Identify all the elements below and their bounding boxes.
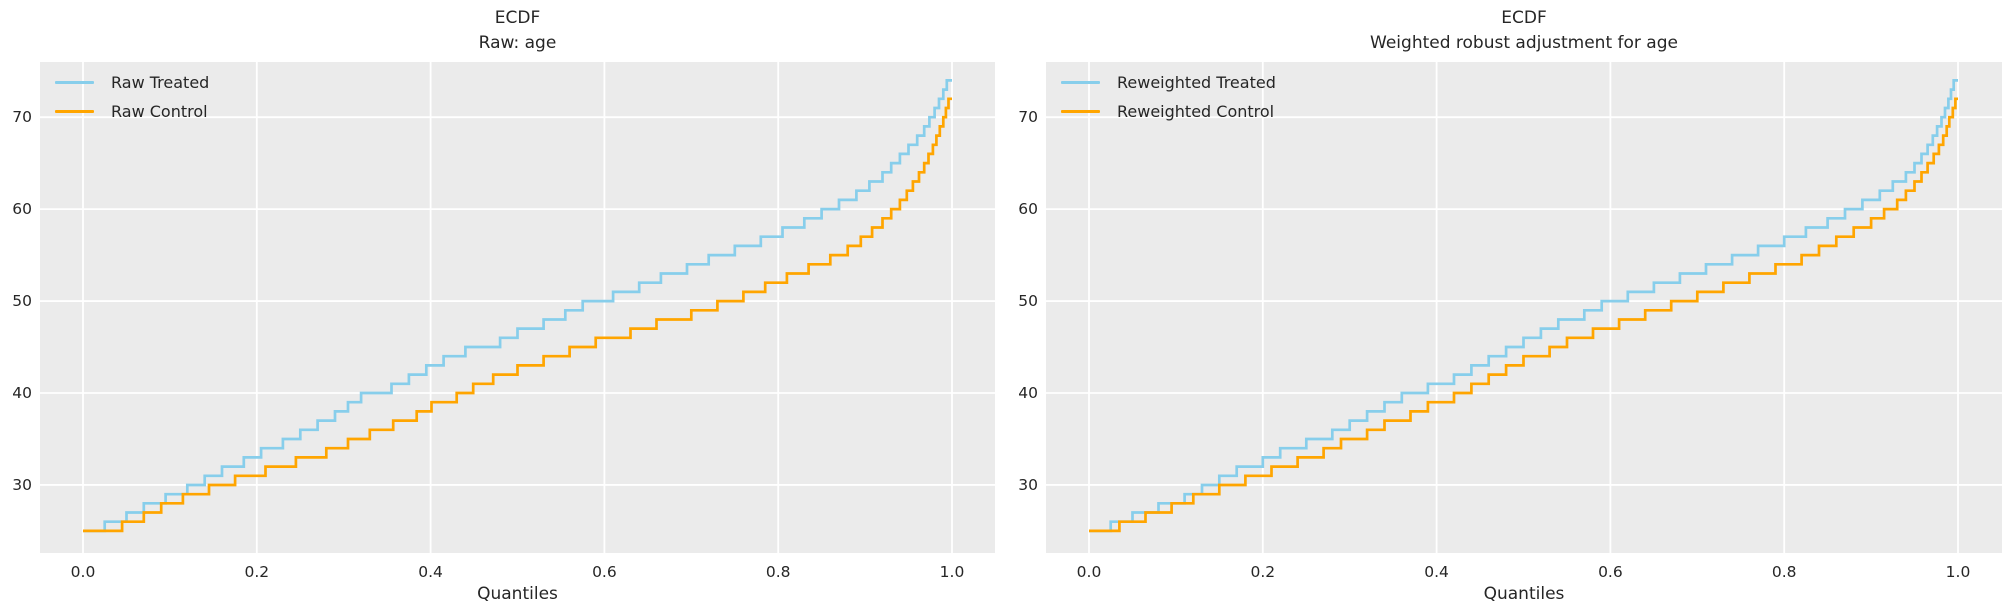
ecdf-plot-svg [40, 62, 995, 553]
x-tick-label: 0.0 [1076, 563, 1102, 581]
legend-item-treated: Raw Treated [55, 72, 210, 92]
y-tick-label: 70 [12, 108, 32, 127]
x-tick-label: 0.8 [765, 563, 791, 581]
y-tick-label: 50 [12, 292, 32, 311]
x-tick-label: 0.4 [418, 563, 443, 581]
chart-title-block: ECDF Weighted robust adjustment for age [1046, 6, 2002, 56]
y-tick-label: 60 [12, 200, 32, 219]
series-line-raw-treated [83, 79, 952, 533]
legend-item-treated: Reweighted Treated [1061, 72, 1276, 92]
treated-line-swatch [55, 80, 94, 84]
x-tick-label: 0.0 [70, 563, 96, 581]
x-tick-label: 0.4 [1424, 563, 1449, 581]
chart-subtitle: Raw: age [478, 33, 557, 53]
y-tick-label: 40 [12, 384, 32, 402]
y-tick-label: 70 [1018, 108, 1038, 127]
x-axis-label: Quantiles [477, 584, 558, 604]
ecdf-plot-svg [1046, 62, 2002, 553]
y-axis-tick-labels: 30 40 50 60 70 [996, 62, 1038, 553]
y-tick-label: 30 [12, 475, 32, 494]
plot-area: Raw Treated Raw Control [40, 62, 995, 553]
chart-title: ECDF [494, 8, 541, 28]
x-axis-tick-labels: 0.0 0.2 0.4 0.6 0.8 1.0 [1046, 561, 2002, 583]
plot-area: Reweighted Treated Reweighted Control [1046, 62, 2002, 553]
x-tick-label: 0.6 [1598, 563, 1623, 581]
x-tick-label: 0.2 [1250, 563, 1276, 581]
y-tick-label: 60 [1018, 200, 1038, 219]
y-axis-tick-labels: 30 40 50 60 70 [0, 62, 32, 553]
legend-label-treated: Reweighted Treated [1117, 72, 1276, 92]
y-tick-label: 40 [1018, 384, 1038, 402]
x-tick-label: 1.0 [939, 563, 965, 581]
x-tick-label: 0.8 [1771, 563, 1797, 581]
legend-item-control: Reweighted Control [1061, 101, 1276, 121]
legend-item-control: Raw Control [55, 101, 209, 121]
chart-subtitle: Weighted robust adjustment for age [1370, 33, 1678, 53]
x-tick-label: 1.0 [1945, 563, 1971, 581]
y-tick-label: 30 [1018, 475, 1038, 494]
series-line-reweighted-treated [1089, 79, 1958, 533]
control-line-swatch [1061, 109, 1100, 113]
series-line-reweighted-control [1089, 97, 1958, 533]
legend-label-treated: Raw Treated [111, 72, 210, 92]
y-tick-label: 50 [1018, 292, 1038, 311]
control-line-swatch [55, 109, 94, 113]
legend-label-control: Raw Control [111, 101, 208, 121]
x-tick-label: 0.6 [592, 563, 617, 581]
series-line-raw-control [83, 97, 952, 533]
treated-line-swatch [1061, 80, 1100, 84]
x-axis-label: Quantiles [1483, 584, 1565, 604]
legend: Reweighted Treated Reweighted Control [1061, 72, 1276, 121]
x-axis-tick-labels: 0.0 0.2 0.4 0.6 0.8 1.0 [40, 561, 995, 583]
chart-title-block: ECDF Raw: age [40, 6, 995, 56]
legend-label-control: Reweighted Control [1117, 101, 1275, 121]
legend: Raw Treated Raw Control [55, 72, 210, 121]
x-tick-label: 0.2 [244, 563, 270, 581]
chart-title: ECDF [1501, 8, 1547, 28]
